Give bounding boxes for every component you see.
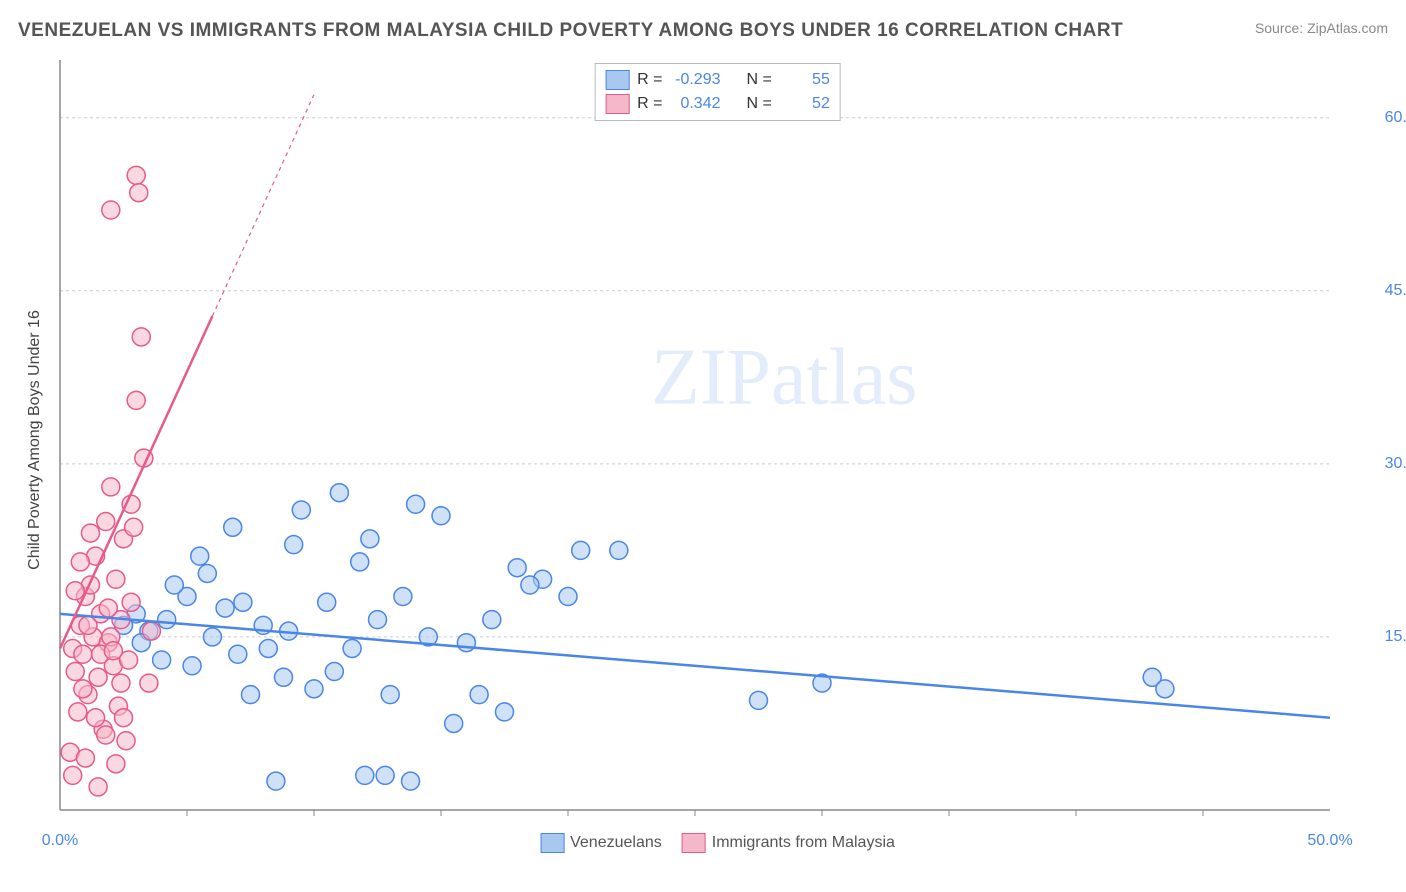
chart-title: VENEZUELAN VS IMMIGRANTS FROM MALAYSIA C… — [18, 20, 1123, 42]
chart-area: Child Poverty Among Boys Under 16 ZIPatl… — [50, 55, 1385, 825]
legend-row-venezuelans: R = -0.293 N = 55 — [605, 68, 830, 92]
r-label: R = — [637, 95, 662, 113]
source-label: Source: ZipAtlas.com — [1255, 20, 1388, 36]
n-value-venezuelans: 55 — [780, 71, 830, 89]
scatter-plot — [50, 55, 1385, 825]
legend-item-malaysia: Immigrants from Malaysia — [682, 833, 895, 853]
swatch-venezuelans-bottom — [540, 833, 564, 853]
y-tick-label: 15.0% — [1385, 628, 1406, 646]
x-tick-label: 50.0% — [1307, 832, 1352, 850]
y-tick-label: 60.0% — [1385, 109, 1406, 127]
legend-item-venezuelans: Venezuelans — [540, 833, 662, 853]
y-axis-label: Child Poverty Among Boys Under 16 — [26, 310, 44, 570]
header: VENEZUELAN VS IMMIGRANTS FROM MALAYSIA C… — [18, 20, 1388, 42]
n-label: N = — [747, 71, 772, 89]
legend-label-malaysia: Immigrants from Malaysia — [712, 834, 895, 852]
swatch-malaysia — [605, 94, 629, 114]
legend-label-venezuelans: Venezuelans — [570, 834, 662, 852]
legend-row-malaysia: R = 0.342 N = 52 — [605, 92, 830, 116]
swatch-venezuelans — [605, 70, 629, 90]
r-label: R = — [637, 71, 662, 89]
n-label: N = — [747, 95, 772, 113]
x-tick-label: 0.0% — [42, 832, 78, 850]
n-value-malaysia: 52 — [780, 95, 830, 113]
r-value-malaysia: 0.342 — [671, 95, 721, 113]
y-tick-label: 30.0% — [1385, 455, 1406, 473]
legend-stats: R = -0.293 N = 55 R = 0.342 N = 52 — [594, 63, 841, 121]
legend-series: Venezuelans Immigrants from Malaysia — [540, 833, 895, 853]
swatch-malaysia-bottom — [682, 833, 706, 853]
y-tick-label: 45.0% — [1385, 282, 1406, 300]
r-value-venezuelans: -0.293 — [671, 71, 721, 89]
